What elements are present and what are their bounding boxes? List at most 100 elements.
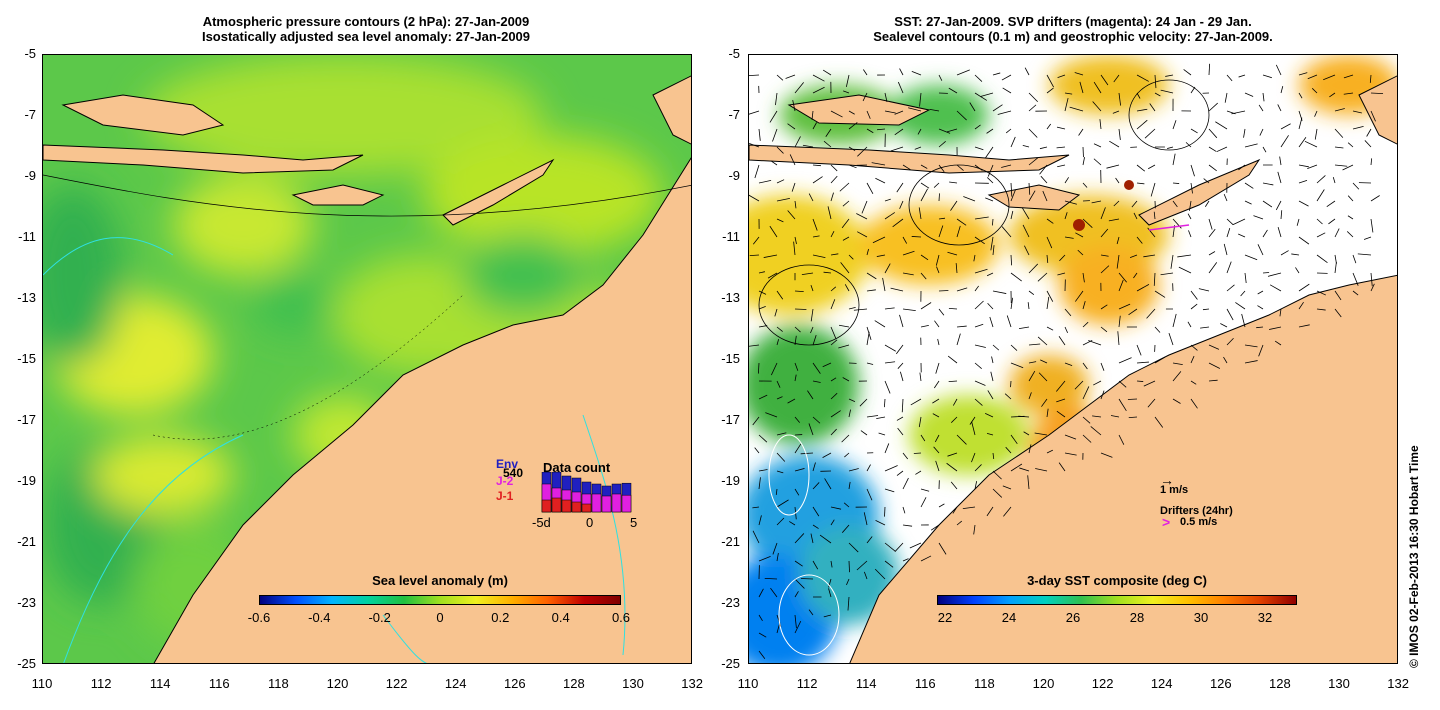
velocity-arrow <box>1150 182 1156 197</box>
velocity-arrow <box>812 462 816 472</box>
left-y-tick-8: -21 <box>17 534 36 549</box>
velocity-scale-label: 1 m/s <box>1160 484 1189 496</box>
velocity-arrow <box>1208 251 1216 256</box>
velocity-arrow <box>1010 189 1016 202</box>
velocity-arrow <box>1316 189 1325 202</box>
velocity-arrow <box>1100 362 1105 371</box>
geostrophic-velocity-vectors <box>749 63 1384 659</box>
velocity-arrow <box>1259 128 1264 136</box>
velocity-arrow <box>842 377 850 382</box>
velocity-arrow <box>1005 128 1012 134</box>
velocity-arrow <box>1002 87 1012 94</box>
velocity-arrow <box>1277 171 1282 184</box>
velocity-arrow <box>794 443 802 454</box>
velocity-arrow <box>1369 74 1372 83</box>
velocity-arrow <box>986 128 994 134</box>
velocity-arrow <box>800 452 814 455</box>
velocity-arrow <box>847 596 850 611</box>
velocity-arrow <box>1039 146 1048 150</box>
velocity-arrow <box>990 236 994 251</box>
velocity-arrow <box>974 236 985 245</box>
velocity-arrow <box>794 560 803 567</box>
velocity-arrow <box>992 290 1007 294</box>
velocity-arrow <box>769 110 778 123</box>
velocity-scale-arrow: → <box>1160 472 1174 488</box>
velocity-arrow <box>1046 236 1053 249</box>
velocity-arrow <box>812 176 823 184</box>
velocity-arrow <box>758 650 766 659</box>
velocity-arrow <box>1136 182 1145 185</box>
velocity-arrow <box>1109 140 1120 148</box>
velocity-arrow <box>866 248 869 256</box>
velocity-arrow <box>770 587 778 598</box>
data-count-axis-left: -5d <box>532 515 551 530</box>
velocity-arrow <box>843 502 850 508</box>
velocity-arrow <box>896 470 904 476</box>
velocity-arrow <box>1131 200 1138 208</box>
velocity-arrow <box>1262 200 1273 208</box>
velocity-arrow <box>1064 362 1073 367</box>
velocity-arrow <box>857 146 868 157</box>
velocity-arrow <box>1116 236 1120 245</box>
velocity-arrow <box>830 392 838 400</box>
velocity-arrow <box>986 177 994 184</box>
velocity-arrow <box>933 182 940 188</box>
velocity-arrow <box>1165 74 1174 77</box>
velocity-arrow <box>1027 302 1030 310</box>
velocity-arrow <box>950 481 958 490</box>
velocity-arrow <box>866 415 879 418</box>
velocity-arrow <box>971 421 976 436</box>
velocity-arrow <box>830 286 837 292</box>
velocity-arrow <box>812 122 817 130</box>
velocity-arrow <box>950 200 958 211</box>
velocity-arrow <box>884 488 895 493</box>
velocity-arrow <box>1172 153 1176 166</box>
velocity-arrow <box>1154 290 1166 298</box>
velocity-arrow <box>757 362 760 374</box>
velocity-arrow <box>938 74 943 81</box>
right-x-tick-0: 110 <box>737 676 759 691</box>
velocity-arrow <box>758 394 768 400</box>
velocity-arrow <box>830 519 835 526</box>
velocity-arrow <box>1347 142 1354 148</box>
velocity-arrow <box>992 488 1003 498</box>
velocity-arrow <box>1064 97 1069 112</box>
velocity-arrow <box>1190 164 1195 177</box>
velocity-arrow <box>963 196 976 202</box>
velocity-arrow <box>775 488 778 496</box>
velocity-arrow <box>866 536 873 544</box>
velocity-arrow <box>749 254 760 257</box>
velocity-arrow <box>1010 254 1013 266</box>
left-x-tick-8: 126 <box>503 676 526 691</box>
velocity-arrow <box>934 320 940 328</box>
right-y-tick-7: -19 <box>721 473 740 488</box>
velocity-arrow <box>1172 371 1182 382</box>
velocity-arrow <box>992 104 1003 112</box>
velocity-arrow <box>1298 179 1308 184</box>
velocity-arrow <box>1208 262 1218 274</box>
velocity-arrow <box>758 469 768 472</box>
velocity-arrow <box>1022 145 1030 148</box>
velocity-arrow <box>1118 128 1121 140</box>
velocity-arrow <box>1082 218 1093 228</box>
velocity-arrow <box>986 432 994 436</box>
velocity-arrow <box>1208 102 1218 112</box>
velocity-arrow <box>789 154 796 166</box>
velocity-arrow <box>1004 393 1012 400</box>
velocity-arrow <box>962 506 976 509</box>
velocity-arrow <box>1314 128 1318 140</box>
left-x-tick-5: 120 <box>326 676 349 691</box>
velocity-arrow <box>848 146 856 152</box>
velocity-arrow <box>1028 290 1035 296</box>
velocity-arrow <box>874 568 886 580</box>
velocity-arrow <box>794 236 797 245</box>
velocity-arrow <box>876 416 886 420</box>
velocity-arrow <box>920 325 929 328</box>
velocity-arrow <box>846 578 850 586</box>
velocity-arrow <box>1056 146 1066 149</box>
velocity-arrow <box>830 339 838 346</box>
velocity-arrow <box>1064 212 1068 220</box>
velocity-arrow <box>1028 92 1039 103</box>
velocity-arrow <box>1307 164 1318 170</box>
velocity-arrow <box>929 108 940 112</box>
